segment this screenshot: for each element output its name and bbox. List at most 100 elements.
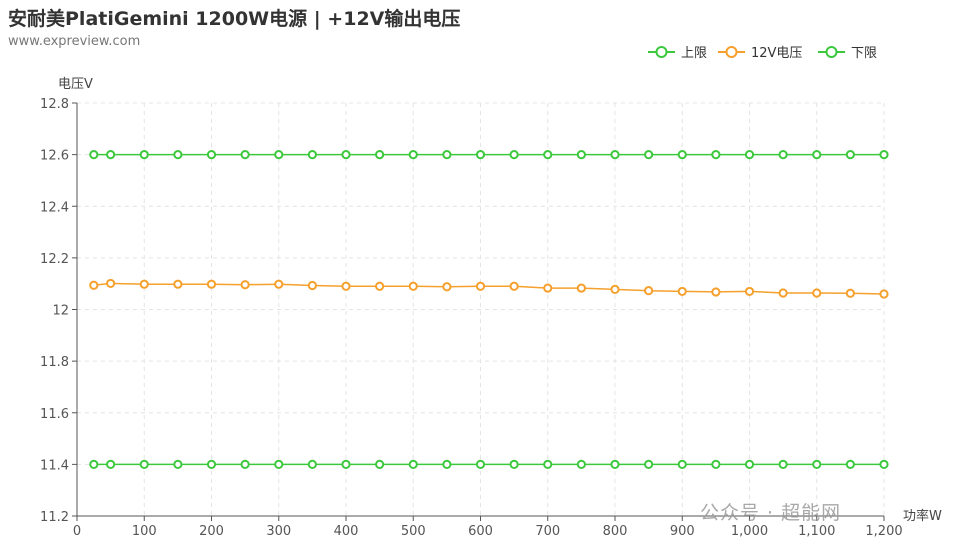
x-tick-label: 300 [266, 524, 291, 539]
legend[interactable]: 上限 12V电压 下限 [648, 46, 877, 61]
data-point-0 [442, 150, 452, 160]
data-point-1 [711, 287, 721, 297]
data-point-1 [139, 279, 149, 289]
x-tick-label: 0 [73, 524, 81, 539]
x-tick-label: 400 [334, 524, 359, 539]
x-axis-label: 功率W [903, 508, 942, 524]
series-group [89, 150, 889, 469]
data-point-1 [89, 280, 99, 290]
data-point-2 [139, 459, 149, 469]
data-point-1 [845, 288, 855, 298]
data-point-2 [442, 459, 452, 469]
data-point-2 [812, 459, 822, 469]
y-tick-label: 12.8 [40, 97, 69, 112]
chart-title: 安耐美PlatiGemini 1200W电源 | +12V输出电压 [8, 8, 461, 30]
data-point-0 [677, 150, 687, 160]
data-point-0 [106, 150, 116, 160]
y-tick-label: 11.6 [40, 407, 69, 422]
data-point-0 [744, 150, 755, 160]
data-point-1 [475, 281, 486, 291]
legend-item-2[interactable]: 下限 [818, 46, 877, 61]
data-point-2 [711, 459, 721, 469]
data-point-2 [576, 459, 586, 469]
data-point-2 [475, 459, 486, 469]
data-point-0 [307, 150, 317, 160]
data-point-0 [139, 150, 149, 160]
x-tick-label: 1,000 [731, 524, 768, 539]
y-tick-label: 12.4 [40, 200, 69, 215]
x-tick-label: 1,200 [865, 524, 902, 539]
data-point-0 [375, 150, 385, 160]
data-point-2 [610, 459, 620, 469]
data-point-2 [677, 459, 687, 469]
data-point-1 [744, 286, 755, 297]
data-point-1 [677, 286, 687, 297]
data-point-0 [812, 150, 822, 160]
legend-label: 下限 [851, 46, 877, 61]
data-point-0 [576, 150, 586, 160]
data-point-0 [879, 150, 889, 160]
data-point-2 [744, 459, 755, 469]
legend-marker [825, 46, 838, 58]
data-point-2 [206, 459, 217, 469]
data-point-1 [106, 278, 116, 289]
x-tick-label: 1,100 [798, 524, 835, 539]
data-point-2 [644, 459, 654, 469]
data-point-0 [644, 150, 654, 160]
data-point-1 [576, 283, 586, 293]
data-point-2 [89, 459, 99, 469]
data-point-2 [543, 459, 553, 469]
axes: 11.2 11.4 11.6 11.8 12 12.2 12.4 12.6 12.8 0 100 20… [40, 97, 903, 539]
data-point-0 [610, 150, 620, 160]
legend-marker [725, 46, 738, 58]
data-point-1 [509, 281, 519, 291]
data-point-2 [845, 459, 855, 469]
data-point-0 [778, 150, 788, 160]
legend-item-0[interactable]: 上限 [648, 46, 707, 61]
y-axis-label: 电压V [58, 77, 93, 92]
data-point-1 [341, 281, 351, 291]
grid-lines [77, 102, 885, 516]
data-point-0 [89, 150, 99, 160]
data-point-2 [778, 459, 788, 469]
data-point-0 [845, 150, 855, 160]
data-point-0 [475, 150, 486, 160]
data-point-0 [206, 150, 217, 160]
legend-marker [655, 46, 668, 58]
data-point-0 [711, 150, 721, 160]
y-tick-label: 12.2 [40, 252, 69, 267]
x-tick-label: 500 [401, 524, 426, 539]
x-tick-label: 600 [468, 524, 493, 539]
data-point-0 [341, 150, 351, 160]
data-point-0 [543, 150, 553, 160]
data-point-2 [307, 459, 317, 469]
data-point-1 [375, 281, 385, 291]
x-tick-label: 200 [199, 524, 224, 539]
data-point-2 [173, 459, 183, 469]
y-tick-label: 12.6 [40, 149, 69, 164]
y-tick-label: 12 [52, 304, 69, 319]
y-tick-label: 11.4 [40, 458, 69, 473]
data-point-2 [879, 459, 889, 469]
data-point-1 [206, 279, 217, 289]
data-point-0 [408, 150, 418, 160]
y-tick-label: 11.8 [40, 355, 69, 370]
data-point-0 [509, 150, 519, 160]
data-point-1 [442, 282, 452, 292]
data-point-1 [307, 280, 317, 291]
data-point-2 [274, 459, 284, 469]
data-point-2 [375, 459, 385, 469]
data-point-0 [240, 150, 250, 160]
data-point-1 [173, 279, 183, 289]
data-point-1 [778, 288, 788, 298]
data-point-1 [644, 286, 654, 296]
data-point-2 [341, 459, 351, 469]
chart-subtitle: www.expreview.com [8, 34, 141, 49]
legend-item-1[interactable]: 12V电压 [718, 46, 802, 61]
watermark: 公众号 · 超能网 [700, 502, 842, 524]
legend-label: 12V电压 [751, 46, 802, 61]
x-tick-label: 900 [670, 524, 695, 539]
x-tick-label: 100 [132, 524, 157, 539]
legend-label: 上限 [681, 46, 707, 61]
